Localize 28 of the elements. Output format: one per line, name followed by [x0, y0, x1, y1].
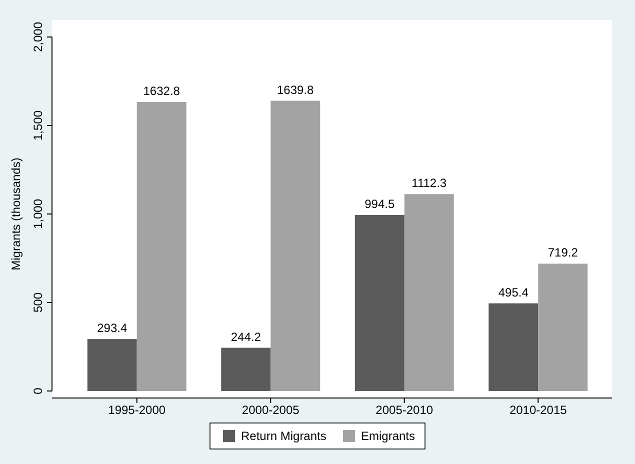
- bar: [221, 348, 271, 391]
- y-tick-label: 1,500: [31, 110, 45, 141]
- y-tick-label: 1,000: [31, 198, 45, 230]
- y-tick-label: 2,000: [31, 22, 45, 52]
- bar: [404, 194, 454, 391]
- bar: [87, 339, 137, 391]
- data-label: 244.2: [230, 330, 262, 344]
- data-label: 1112.3: [412, 176, 447, 190]
- y-tick-label: 0: [31, 387, 45, 394]
- x-tick-label: 2005-2010: [376, 403, 434, 417]
- bar: [488, 303, 538, 391]
- legend-label: Return Migrants: [241, 429, 326, 443]
- data-label: 293.4: [97, 321, 128, 336]
- data-label: 994.5: [364, 196, 395, 211]
- x-tick-label: 2010-2015: [509, 403, 568, 417]
- x-tick-label: 1995-2000: [108, 403, 166, 417]
- bar: [136, 102, 186, 391]
- y-axis-title: Migrants (thousands): [9, 158, 23, 270]
- x-tick-label: 2000-2005: [242, 403, 300, 417]
- legend-label: Emigrants: [361, 429, 416, 443]
- data-label: 719.2: [548, 246, 578, 260]
- y-tick-label: 500: [31, 292, 45, 313]
- data-label: 495.4: [498, 285, 529, 300]
- bar: [538, 264, 588, 391]
- data-label: 1632.8: [143, 84, 180, 98]
- bar: [354, 214, 404, 391]
- data-label: 1639.8: [277, 82, 314, 97]
- bar: [270, 100, 320, 391]
